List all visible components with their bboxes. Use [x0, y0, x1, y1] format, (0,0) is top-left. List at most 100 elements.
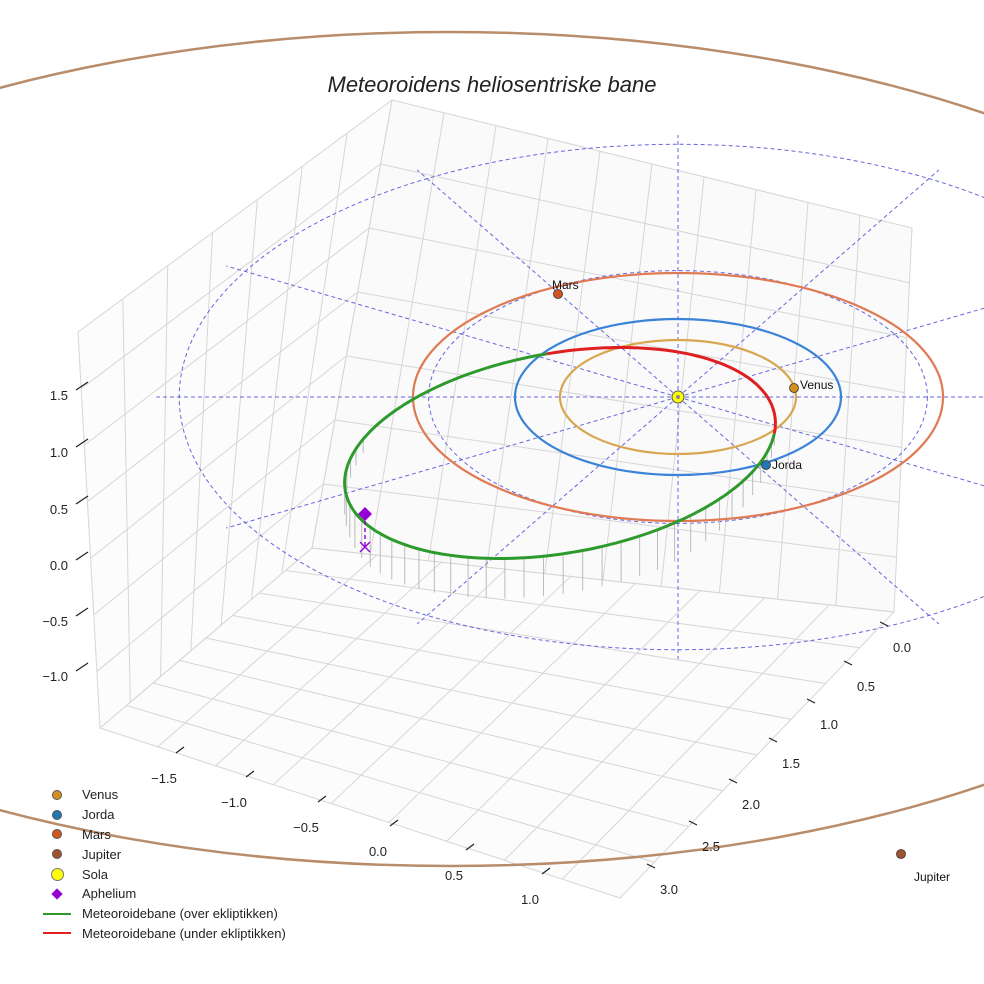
left-grid-line [190, 232, 214, 651]
legend-symbol [40, 887, 74, 901]
left-grid-line [220, 199, 258, 626]
floor-grid-line [152, 682, 689, 827]
y-tick [879, 621, 889, 627]
legend-label: Aphelium [82, 886, 137, 902]
z-tick [75, 381, 89, 391]
legend-label: Venus [82, 787, 119, 803]
back-grid-line [427, 125, 497, 561]
legend-symbol [40, 847, 74, 861]
markers: Venus Jorda Mars Jupiter [358, 278, 950, 884]
legend-item: Meteoroidebane (over ekliptikken) [40, 904, 286, 924]
x-tick-label: 0.0 [369, 844, 387, 859]
legend-item: Sola [40, 864, 286, 884]
left-grid-line [250, 166, 303, 600]
mars-label: Mars [552, 278, 579, 292]
back-grid-line [334, 419, 900, 503]
reference-radial-line [226, 265, 679, 398]
legend-label: Jorda [82, 807, 115, 823]
x-tick-label: 0.5 [445, 868, 463, 883]
y-tick [768, 737, 778, 743]
y-tick [728, 778, 738, 784]
axis-ticks: 1.5 1.0 0.5 0.0 −0.5 −1.0 −1.5 −1.0 −0.5 0.0 0.5 1.… [42, 381, 911, 907]
y-tick-label: 2.5 [702, 839, 720, 854]
y-tick [806, 698, 816, 704]
legend-symbol [40, 907, 74, 921]
left-grid-line [93, 419, 336, 616]
y-tick-label: 2.0 [742, 797, 760, 812]
legend-label: Meteoroidebane (over ekliptikken) [82, 906, 278, 922]
x-tick [175, 746, 185, 754]
left-grid-line [96, 483, 324, 672]
legend-item: Meteoroidebane (under ekliptikken) [40, 924, 286, 944]
back-grid-line [544, 151, 601, 574]
reference-radial-line [677, 396, 984, 487]
jorda-label: Jorda [772, 458, 802, 472]
legend-symbol [40, 788, 74, 802]
x-tick [245, 770, 255, 778]
floor-grid-line [179, 660, 723, 792]
back-wall [311, 99, 913, 613]
y-tick [646, 863, 656, 869]
jorda-orbit-path [513, 317, 843, 477]
legend-symbol [40, 926, 74, 940]
y-tick [843, 660, 853, 666]
legend-item: Aphelium [40, 884, 286, 904]
left-grid-line [122, 298, 131, 703]
y-tick-label: 1.5 [782, 756, 800, 771]
x-tick [389, 819, 399, 827]
back-grid-line [835, 215, 861, 606]
axis-panes [77, 98, 913, 899]
aphelion-projection-marker [359, 541, 371, 553]
z-tick-label: 0.5 [50, 502, 68, 517]
venus-label: Venus [800, 378, 833, 392]
y-tick-label: 0.5 [857, 679, 875, 694]
floor-grid-line [232, 615, 792, 720]
reference-radial-line [677, 307, 984, 398]
floor-grid-line [258, 592, 826, 684]
x-tick [317, 795, 327, 803]
legend-symbol [40, 867, 74, 881]
sun-core [676, 395, 680, 399]
back-grid-line [346, 355, 902, 448]
floor-grid-line [126, 705, 655, 863]
back-grid-line [486, 138, 549, 568]
legend-item: Mars [40, 825, 286, 845]
back-grid-line [369, 112, 445, 555]
z-tick [75, 607, 89, 617]
z-tick-label: −1.0 [42, 669, 68, 684]
z-tick-label: 1.5 [50, 388, 68, 403]
reference-radial-line [677, 169, 940, 398]
chart-title: Meteoroidens heliosentriske bane [327, 72, 657, 97]
left-grid-line [90, 355, 347, 559]
legend-label: Jupiter [82, 846, 122, 862]
venus-orbit-path [558, 338, 798, 456]
left-grid-line [80, 163, 381, 389]
back-grid-line [777, 202, 809, 600]
y-tick-label: 1.0 [820, 717, 838, 732]
z-tick [75, 551, 89, 561]
mars-marker [553, 289, 563, 299]
jupiter-orbit-path [0, 30, 984, 868]
back-grid-line [602, 163, 653, 581]
back-grid-line [369, 227, 907, 339]
z-tick [75, 662, 89, 672]
back-grid-line [357, 291, 905, 394]
x-tick-label: 1.0 [521, 892, 539, 907]
left-grid-line [83, 227, 370, 446]
legend-item: Jorda [40, 805, 286, 825]
x-tick-label: −1.5 [151, 771, 177, 786]
legend-label: Mars [82, 826, 111, 842]
y-tick-label: 0.0 [893, 640, 911, 655]
z-tick [75, 438, 89, 448]
x-tick [465, 843, 475, 851]
back-grid-line [323, 483, 897, 558]
z-tick [75, 495, 89, 505]
z-tick-label: 0.0 [50, 558, 68, 573]
x-tick-label: −0.5 [293, 820, 319, 835]
aphelion-marker [358, 507, 372, 521]
y-tick [688, 820, 698, 826]
venus-marker [789, 383, 799, 393]
legend-item: Venus [40, 785, 286, 805]
y-tick-label: 3.0 [660, 882, 678, 897]
